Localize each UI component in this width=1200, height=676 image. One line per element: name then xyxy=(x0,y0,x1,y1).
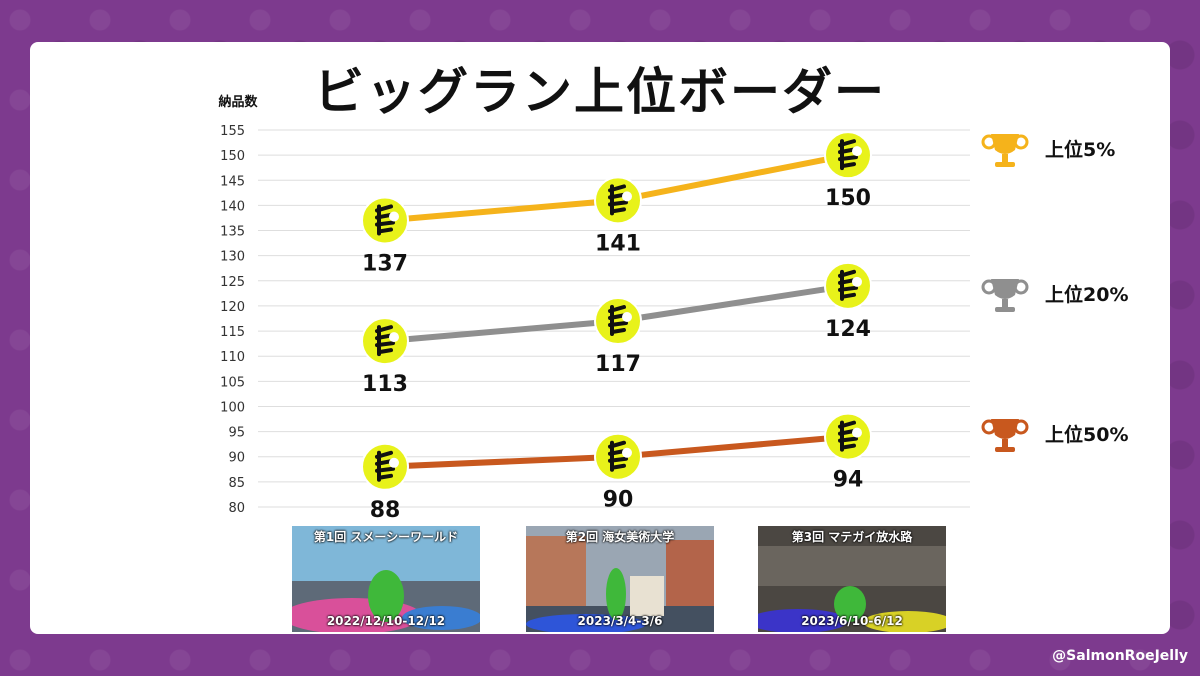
y-tick-label: 120 xyxy=(220,300,245,315)
chart-title: ビッグラン上位ボーダー xyxy=(314,63,886,121)
data-point-marker xyxy=(594,297,642,346)
data-label: 113 xyxy=(362,372,408,397)
trophy-base xyxy=(995,162,1015,167)
marker-highlight xyxy=(389,211,399,222)
data-label: 90 xyxy=(603,488,634,513)
y-tick-label: 125 xyxy=(220,275,245,290)
y-tick-label: 130 xyxy=(220,250,245,265)
trophy-stem xyxy=(1002,299,1008,307)
salmon-egg-icon xyxy=(608,440,628,472)
salmon-egg-icon xyxy=(608,184,628,216)
stage-image-2 xyxy=(526,526,714,632)
stage-name: 第1回 スメーシーワールド xyxy=(313,530,459,544)
data-point-marker xyxy=(361,442,409,491)
data-label: 137 xyxy=(362,251,408,276)
y-tick-label: 95 xyxy=(228,426,245,441)
legend-label: 上位5% xyxy=(1045,138,1115,161)
y-axis-label: 納品数 xyxy=(218,94,258,110)
trophy-base xyxy=(995,307,1015,312)
stage-date: 2023/6/10-6/12 xyxy=(801,614,903,628)
marker-highlight xyxy=(622,191,632,202)
trophy-handle-right xyxy=(1013,134,1029,150)
stage-name: 第2回 海女美術大学 xyxy=(565,530,675,544)
y-tick-label: 85 xyxy=(228,476,245,491)
bronze-trophy-icon xyxy=(991,419,1019,439)
trophy-handle-left xyxy=(981,419,997,435)
salmon-egg-icon xyxy=(375,204,395,236)
y-tick-label: 140 xyxy=(220,199,245,214)
data-point-marker xyxy=(824,131,872,180)
data-label: 150 xyxy=(825,186,871,211)
trophy-handle-right xyxy=(1013,279,1029,295)
y-tick-label: 80 xyxy=(228,501,245,516)
trophy-handle-left xyxy=(981,279,997,295)
y-tick-label: 115 xyxy=(220,325,245,340)
data-label: 141 xyxy=(595,231,641,256)
y-tick-label: 135 xyxy=(220,225,245,240)
stage-thumb-2: 第2回 海女美術大学 2023/3/4-3/6 xyxy=(526,526,714,632)
y-tick-label: 105 xyxy=(220,375,245,390)
marker-highlight xyxy=(622,447,632,458)
trophy-handle-right xyxy=(1013,419,1029,435)
y-tick-label: 100 xyxy=(220,400,245,415)
gold-trophy-icon xyxy=(991,134,1019,154)
y-tick-label: 110 xyxy=(220,350,245,365)
marker-highlight xyxy=(852,276,862,287)
stage-thumb-1: 第1回 スメーシーワールド 2022/12/10-12/12 xyxy=(292,526,480,632)
data-label: 94 xyxy=(833,468,864,493)
stage-name: 第3回 マテガイ放水路 xyxy=(791,530,913,544)
marker-highlight xyxy=(852,146,862,157)
legend-label: 上位20% xyxy=(1045,283,1128,306)
trophy-handle-left xyxy=(981,134,997,150)
data-point-marker xyxy=(594,432,642,481)
y-tick-label: 155 xyxy=(220,124,245,139)
stage-date: 2023/3/4-3/6 xyxy=(577,614,663,628)
data-label: 124 xyxy=(825,317,871,342)
data-point-marker xyxy=(824,261,872,310)
salmon-egg-icon xyxy=(838,269,858,301)
trophy-stem xyxy=(1002,154,1008,162)
y-tick-label: 145 xyxy=(220,174,245,189)
salmon-egg-icon xyxy=(375,325,395,357)
trophy-base xyxy=(995,447,1015,452)
stage-image-1 xyxy=(292,526,480,632)
data-point-marker xyxy=(361,196,409,245)
credit-handle: @SalmonRoeJelly xyxy=(1052,648,1188,664)
data-label: 88 xyxy=(370,498,401,523)
marker-highlight xyxy=(389,332,399,343)
stage-date: 2022/12/10-12/12 xyxy=(326,614,446,628)
data-point-marker xyxy=(824,412,872,461)
salmon-egg-icon xyxy=(838,139,858,171)
data-point-marker xyxy=(594,176,642,225)
salmon-egg-icon xyxy=(838,420,858,452)
salmon-egg-icon xyxy=(608,305,628,337)
marker-highlight xyxy=(852,427,862,438)
marker-highlight xyxy=(622,312,632,323)
y-tick-label: 90 xyxy=(228,451,245,466)
silver-trophy-icon xyxy=(991,279,1019,299)
trophy-stem xyxy=(1002,439,1008,447)
salmon-egg-icon xyxy=(375,450,395,482)
legend-label: 上位50% xyxy=(1045,423,1128,446)
y-tick-label: 150 xyxy=(220,149,245,164)
data-label: 117 xyxy=(595,352,641,377)
stage-thumb-3: 第3回 マテガイ放水路 2023/6/10-6/12 xyxy=(758,526,946,632)
data-point-marker xyxy=(361,317,409,366)
stage-image-3 xyxy=(758,526,946,632)
marker-highlight xyxy=(389,457,399,468)
